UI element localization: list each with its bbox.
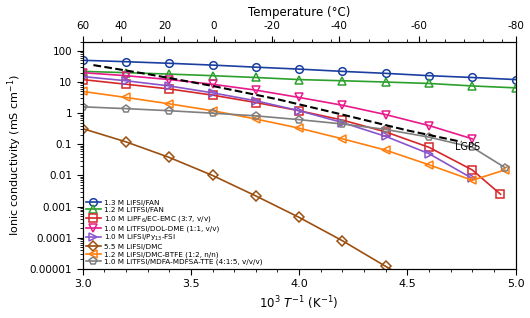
1.0 M LiFSI/Py$_{13}$-FSI: [296, 109, 302, 113]
1.0 M LiFSI/Py$_{13}$-FSI: [253, 99, 259, 103]
1.3 M LiFSI/FAN: [80, 59, 86, 62]
1.0 M LiTFSI/DOL-DME (1:1, v/v): [123, 74, 129, 78]
Line: 1.0 M LiTFSI/MDFA-MDFSA-TTE (4:1:5, v/v/v): 1.0 M LiTFSI/MDFA-MDFSA-TTE (4:1:5, v/v/…: [79, 103, 509, 171]
1.0 M LiPF$_6$/EC-EMC (3:7, v/v): [469, 168, 475, 172]
1.2 M LiTFSI/FAN: [383, 80, 389, 84]
1.0 M LiTFSI/DOL-DME (1:1, v/v): [209, 82, 216, 86]
Line: 1.0 M LiPF$_6$/EC-EMC (3:7, v/v): 1.0 M LiPF$_6$/EC-EMC (3:7, v/v): [79, 76, 505, 198]
1.0 M LiPF$_6$/EC-EMC (3:7, v/v): [426, 145, 432, 149]
1.2 M LiFSI/DMC-BTFE (1:2, n/n): [501, 168, 508, 172]
5.5 M LiFSI/DMC: [253, 194, 259, 198]
1.2 M LiTFSI/FAN: [123, 71, 129, 75]
1.0 M LiTFSI/DOL-DME (1:1, v/v): [166, 78, 172, 81]
1.0 M LiTFSI/DOL-DME (1:1, v/v): [296, 95, 302, 99]
1.0 M LiTFSI/DOL-DME (1:1, v/v): [253, 88, 259, 92]
5.5 M LiFSI/DMC: [426, 290, 432, 294]
Line: 5.5 M LiFSI/DMC: 5.5 M LiFSI/DMC: [79, 125, 509, 318]
1.0 M LiTFSI/DOL-DME (1:1, v/v): [426, 124, 432, 128]
1.2 M LiFSI/DMC-BTFE (1:2, n/n): [253, 117, 259, 121]
1.0 M LiFSI/Py$_{13}$-FSI: [166, 84, 172, 88]
1.3 M LiFSI/FAN: [513, 78, 519, 81]
1.0 M LiPF$_6$/EC-EMC (3:7, v/v): [339, 118, 346, 122]
1.0 M LiPF$_6$/EC-EMC (3:7, v/v): [296, 109, 302, 113]
1.0 M LiFSI/Py$_{13}$-FSI: [123, 79, 129, 83]
1.3 M LiFSI/FAN: [469, 76, 475, 80]
1.2 M LiFSI/DMC-BTFE (1:2, n/n): [80, 89, 86, 93]
1.0 M LiPF$_6$/EC-EMC (3:7, v/v): [383, 130, 389, 134]
1.2 M LiTFSI/FAN: [166, 72, 172, 76]
Legend: 1.3 M LiFSI/FAN, 1.2 M LiTFSI/FAN, 1.0 M LiPF$_6$/EC-EMC (3:7, v/v), 1.0 M LiTFS: 1.3 M LiFSI/FAN, 1.2 M LiTFSI/FAN, 1.0 M…: [85, 198, 263, 267]
1.0 M LiFSI/Py$_{13}$-FSI: [426, 152, 432, 156]
1.0 M LiTFSI/MDFA-MDFSA-TTE (4:1:5, v/v/v): [383, 128, 389, 131]
1.3 M LiFSI/FAN: [383, 72, 389, 75]
1.3 M LiFSI/FAN: [166, 61, 172, 65]
1.2 M LiTFSI/FAN: [426, 81, 432, 85]
1.2 M LiFSI/DMC-BTFE (1:2, n/n): [339, 137, 346, 141]
1.0 M LiTFSI/MDFA-MDFSA-TTE (4:1:5, v/v/v): [426, 135, 432, 139]
1.2 M LiFSI/DMC-BTFE (1:2, n/n): [383, 148, 389, 152]
1.0 M LiTFSI/MDFA-MDFSA-TTE (4:1:5, v/v/v): [253, 114, 259, 118]
1.0 M LiTFSI/MDFA-MDFSA-TTE (4:1:5, v/v/v): [469, 145, 475, 149]
1.3 M LiFSI/FAN: [209, 63, 216, 67]
Line: 1.2 M LiTFSI/FAN: 1.2 M LiTFSI/FAN: [79, 67, 519, 92]
1.2 M LiTFSI/FAN: [296, 78, 302, 81]
1.2 M LiTFSI/FAN: [209, 74, 216, 78]
1.2 M LiTFSI/FAN: [513, 86, 519, 90]
1.2 M LiTFSI/FAN: [80, 69, 86, 73]
1.0 M LiPF$_6$/EC-EMC (3:7, v/v): [209, 93, 216, 97]
1.0 M LiTFSI/DOL-DME (1:1, v/v): [80, 71, 86, 75]
5.5 M LiFSI/DMC: [80, 127, 86, 130]
1.0 M LiTFSI/MDFA-MDFSA-TTE (4:1:5, v/v/v): [166, 109, 172, 113]
1.2 M LiTFSI/FAN: [339, 79, 346, 83]
1.2 M LiFSI/DMC-BTFE (1:2, n/n): [296, 126, 302, 130]
1.0 M LiPF$_6$/EC-EMC (3:7, v/v): [497, 192, 504, 196]
1.2 M LiTFSI/FAN: [253, 76, 259, 80]
1.2 M LiFSI/DMC-BTFE (1:2, n/n): [209, 109, 216, 113]
1.3 M LiFSI/FAN: [339, 69, 346, 73]
1.0 M LiTFSI/MDFA-MDFSA-TTE (4:1:5, v/v/v): [209, 111, 216, 115]
5.5 M LiFSI/DMC: [339, 239, 346, 243]
1.0 M LiFSI/Py$_{13}$-FSI: [339, 121, 346, 124]
1.2 M LiFSI/DMC-BTFE (1:2, n/n): [123, 95, 129, 99]
1.0 M LiFSI/Py$_{13}$-FSI: [383, 135, 389, 138]
1.0 M LiTFSI/MDFA-MDFSA-TTE (4:1:5, v/v/v): [80, 105, 86, 109]
5.5 M LiFSI/DMC: [166, 156, 172, 159]
1.0 M LiTFSI/MDFA-MDFSA-TTE (4:1:5, v/v/v): [296, 118, 302, 121]
1.0 M LiTFSI/DOL-DME (1:1, v/v): [383, 113, 389, 116]
1.0 M LiFSI/Py$_{13}$-FSI: [80, 75, 86, 79]
5.5 M LiFSI/DMC: [469, 317, 475, 318]
X-axis label: Temperature (°C): Temperature (°C): [248, 5, 350, 18]
Line: 1.0 M LiTFSI/DOL-DME (1:1, v/v): 1.0 M LiTFSI/DOL-DME (1:1, v/v): [79, 69, 476, 143]
1.3 M LiFSI/FAN: [123, 60, 129, 64]
1.0 M LiFSI/Py$_{13}$-FSI: [469, 176, 475, 180]
1.3 M LiFSI/FAN: [426, 74, 432, 78]
1.0 M LiPF$_6$/EC-EMC (3:7, v/v): [253, 100, 259, 104]
1.3 M LiFSI/FAN: [296, 67, 302, 71]
1.0 M LiTFSI/DOL-DME (1:1, v/v): [339, 103, 346, 107]
X-axis label: $10^3\ T^{-1}\ \mathrm{(K^{-1})}$: $10^3\ T^{-1}\ \mathrm{(K^{-1})}$: [260, 295, 339, 313]
1.0 M LiTFSI/DOL-DME (1:1, v/v): [469, 137, 475, 141]
1.0 M LiPF$_6$/EC-EMC (3:7, v/v): [166, 87, 172, 91]
Y-axis label: Ionic conductivity (mS cm$^{-1}$): Ionic conductivity (mS cm$^{-1}$): [5, 74, 24, 236]
1.0 M LiPF$_6$/EC-EMC (3:7, v/v): [80, 78, 86, 81]
5.5 M LiFSI/DMC: [296, 216, 302, 219]
Line: 1.0 M LiFSI/Py$_{13}$-FSI: 1.0 M LiFSI/Py$_{13}$-FSI: [79, 73, 476, 182]
1.0 M LiFSI/Py$_{13}$-FSI: [209, 91, 216, 95]
1.0 M LiTFSI/MDFA-MDFSA-TTE (4:1:5, v/v/v): [123, 107, 129, 111]
Line: 1.3 M LiFSI/FAN: 1.3 M LiFSI/FAN: [79, 57, 519, 83]
1.0 M LiTFSI/MDFA-MDFSA-TTE (4:1:5, v/v/v): [339, 122, 346, 126]
1.3 M LiFSI/FAN: [253, 65, 259, 69]
5.5 M LiFSI/DMC: [383, 265, 389, 268]
1.2 M LiTFSI/FAN: [469, 84, 475, 88]
1.0 M LiPF$_6$/EC-EMC (3:7, v/v): [123, 82, 129, 86]
1.2 M LiFSI/DMC-BTFE (1:2, n/n): [426, 163, 432, 167]
Line: 1.2 M LiFSI/DMC-BTFE (1:2, n/n): 1.2 M LiFSI/DMC-BTFE (1:2, n/n): [79, 87, 509, 184]
1.2 M LiFSI/DMC-BTFE (1:2, n/n): [469, 178, 475, 182]
5.5 M LiFSI/DMC: [209, 174, 216, 177]
Text: LGPS: LGPS: [455, 142, 480, 152]
5.5 M LiFSI/DMC: [123, 140, 129, 144]
1.0 M LiTFSI/MDFA-MDFSA-TTE (4:1:5, v/v/v): [501, 166, 508, 169]
1.2 M LiFSI/DMC-BTFE (1:2, n/n): [166, 102, 172, 106]
